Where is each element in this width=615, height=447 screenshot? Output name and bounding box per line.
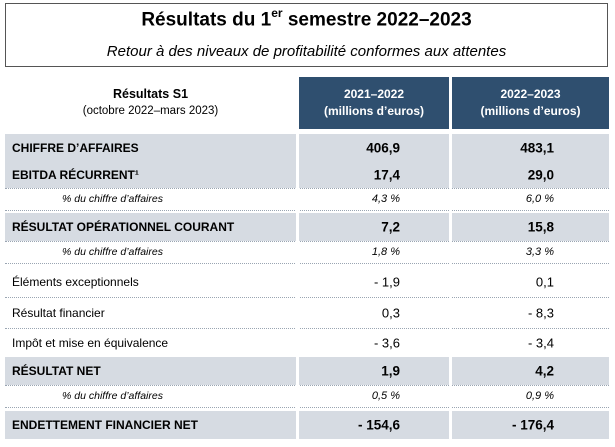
value-2022-2023: - 3,4 — [527, 335, 554, 350]
value-2022-2023: 4,2 — [535, 363, 554, 379]
row-divider — [5, 188, 609, 189]
row-divider — [5, 241, 609, 242]
row-label: Résultat financier — [12, 305, 105, 320]
column-divider — [449, 131, 452, 443]
table-row: ENDETTEMENT FINANCIER NET - 154,6 - 176,4 — [5, 411, 609, 439]
value-2021-2022: - 3,6 — [373, 335, 400, 350]
table-row: % du chiffre d’affaires 1,8 % 3,3 % — [5, 241, 609, 263]
table-row: % du chiffre d’affaires 4,3 % 6,0 % — [5, 188, 609, 210]
row-label: Impôt et mise en équivalence — [12, 335, 169, 350]
table-row: EBITDA RÉCURRENT¹ 17,4 29,0 — [5, 161, 609, 188]
title-prefix: Résultats du 1 — [141, 9, 272, 31]
row-label: % du chiffre d’affaires — [62, 246, 163, 258]
value-2022-2023: 6,0 % — [525, 193, 554, 205]
value-2022-2023: 483,1 — [520, 140, 554, 155]
value-2021-2022: 406,9 — [366, 140, 400, 155]
value-2022-2023: 15,8 — [527, 219, 554, 235]
row-label: Éléments exceptionnels — [12, 274, 139, 289]
column-header-unit: (millions d’euros) — [480, 104, 581, 118]
row-divider — [5, 407, 609, 408]
table-row: Résultat financier 0,3 - 8,3 — [5, 297, 609, 328]
column-header-year: 2021–2022 — [343, 87, 405, 101]
value-2022-2023: 29,0 — [527, 167, 554, 182]
table-row: % du chiffre d’affaires 0,5 % 0,9 % — [5, 385, 609, 407]
page-subtitle: Retour à des niveaux de profitabilité co… — [106, 43, 507, 60]
value-2021-2022: - 154,6 — [357, 417, 400, 433]
row-divider — [5, 210, 609, 211]
row-divider — [5, 263, 609, 264]
row-label: % du chiffre d’affaires — [62, 193, 163, 205]
value-2021-2022: 1,8 % — [371, 246, 400, 258]
table-row: RÉSULTAT NET 1,9 4,2 — [5, 357, 609, 385]
table-row: Impôt et mise en équivalence - 3,6 - 3,4 — [5, 328, 609, 357]
column-header-2021-2022: 2021–2022 (millions d’euros) — [299, 77, 449, 129]
column-header-year: 2022–2023 — [500, 87, 561, 101]
value-2021-2022: 7,2 — [381, 219, 400, 235]
value-2021-2022: 4,3 % — [371, 193, 400, 205]
value-2022-2023: 3,3 % — [525, 246, 554, 258]
page-title: Résultats du 1er semestre 2022–2023 — [6, 6, 607, 31]
column-header-2022-2023: 2022–2023 (millions d’euros) — [452, 77, 609, 129]
table-row: Éléments exceptionnels - 1,9 0,1 — [5, 266, 609, 297]
row-label: EBITDA RÉCURRENT¹ — [12, 167, 139, 182]
value-2021-2022: - 1,9 — [373, 274, 400, 289]
table-row: RÉSULTAT OPÉRATIONNEL COURANT 7,2 15,8 — [5, 213, 609, 241]
value-2022-2023: - 176,4 — [511, 417, 554, 433]
value-2021-2022: 0,3 — [381, 305, 400, 320]
value-2021-2022: 17,4 — [373, 167, 400, 182]
row-label: ENDETTEMENT FINANCIER NET — [12, 418, 198, 432]
row-label: CHIFFRE D’AFFAIRES — [12, 140, 139, 155]
row-divider — [5, 297, 609, 298]
value-2022-2023: 0,1 — [535, 274, 554, 289]
column-divider — [296, 131, 299, 443]
value-2022-2023: - 8,3 — [527, 305, 554, 320]
header-sublabel: (octobre 2022–mars 2023) — [82, 105, 219, 117]
value-2021-2022: 1,9 — [381, 363, 400, 379]
table-header-label: Résultats S1 (octobre 2022–mars 2023) — [5, 77, 296, 129]
value-2021-2022: 0,5 % — [371, 390, 400, 402]
row-label: RÉSULTAT OPÉRATIONNEL COURANT — [12, 220, 235, 234]
title-suffix: semestre 2022–2023 — [282, 9, 472, 31]
title-box: Résultats du 1er semestre 2022–2023 Reto… — [5, 3, 608, 67]
table-row: CHIFFRE D’AFFAIRES 406,9 483,1 — [5, 134, 609, 161]
header-label: Résultats S1 — [112, 87, 189, 101]
column-header-unit: (millions d’euros) — [323, 104, 424, 118]
row-label: RÉSULTAT NET — [12, 364, 101, 378]
value-2022-2023: 0,9 % — [525, 390, 554, 402]
row-divider — [5, 328, 609, 329]
title-superscript: er — [271, 6, 283, 20]
row-label: % du chiffre d’affaires — [62, 390, 163, 402]
row-divider — [5, 385, 609, 386]
